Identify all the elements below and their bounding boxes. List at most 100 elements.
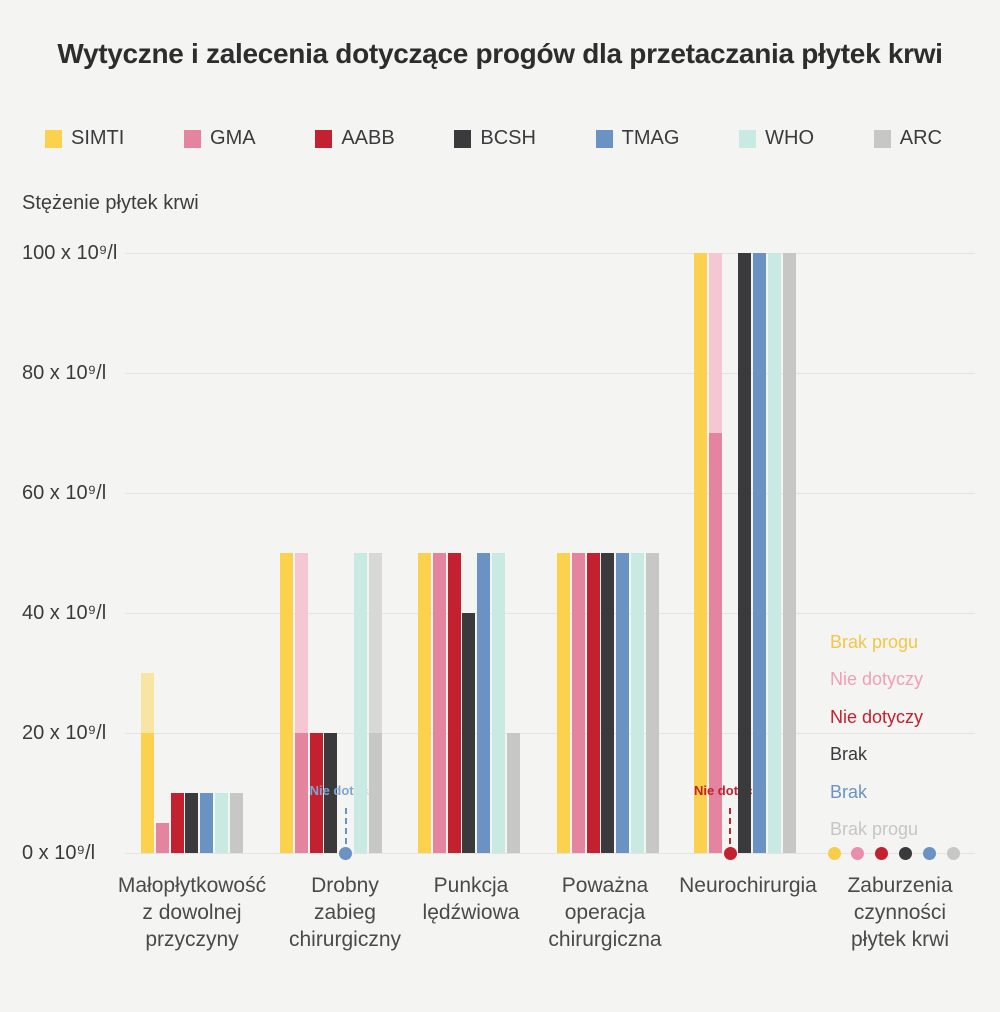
- y-tick-label-0: 0 x 10⁹/l: [22, 842, 96, 864]
- legend-item-aabb: AABB: [315, 127, 395, 150]
- threshold-note-gma: Nie dotyczy: [830, 669, 924, 690]
- bar-gma: [294, 553, 308, 733]
- legend-item-simti: SIMTI: [45, 127, 124, 150]
- threshold-note-arc: Brak progu: [830, 819, 919, 839]
- bar-arc: [782, 253, 796, 853]
- category-label-line: zabieg: [314, 901, 376, 924]
- threshold-dot-aabb: [875, 846, 889, 860]
- bar-tmag: [200, 793, 214, 853]
- bar-who: [492, 553, 505, 853]
- legend-label: ARC: [899, 127, 942, 149]
- legend-swatch-icon: [595, 129, 613, 148]
- category-label-line: z dowolnej: [142, 901, 242, 924]
- legend-swatch-icon: [45, 129, 62, 148]
- threshold-dot-gma: [851, 846, 865, 860]
- bar-tmag: [753, 253, 767, 853]
- threshold-note-simti: Brak progu: [830, 632, 919, 652]
- bar-simti: [141, 673, 154, 733]
- bar-arc: [368, 733, 382, 853]
- bar-gma: [708, 253, 722, 433]
- category-label-line: płytek krwi: [850, 928, 950, 951]
- category-label-line: chirurgiczna: [548, 928, 662, 951]
- legend-label: WHO: [765, 127, 815, 149]
- gridline-100: [125, 253, 975, 254]
- bar-simti: [694, 253, 707, 853]
- bar-gma: [708, 433, 722, 853]
- legend-item-tmag: TMAG: [595, 127, 680, 150]
- threshold-dot-bcsh: [898, 846, 912, 860]
- bar-bcsh: [462, 613, 476, 853]
- bar-simti: [141, 733, 154, 853]
- category-label-2: Drobny zabieg chirurgiczny: [230, 872, 460, 953]
- gridline-40: [125, 613, 975, 614]
- gridline-20: [125, 733, 975, 734]
- threshold-note-tmag: Brak: [830, 781, 868, 802]
- category-label-line: czynności: [853, 901, 947, 924]
- bar-tmag: [477, 553, 491, 853]
- category-label-line: Małopłytkowość: [117, 874, 267, 897]
- bar-bcsh: [185, 793, 199, 853]
- bar-arc: [506, 733, 520, 853]
- bar-aabb: [447, 553, 461, 853]
- threshold-dot-simti: [827, 846, 841, 860]
- legend-item-bcsh: BCSH: [454, 127, 536, 150]
- category-label-5: Neurochirurgia: [633, 872, 863, 899]
- threshold-note-bcsh: Brak: [830, 744, 868, 765]
- threshold-dot-tmag: [922, 846, 936, 860]
- bar-who: [215, 793, 228, 853]
- bar-arc: [229, 793, 243, 853]
- y-axis-title: Stężenie płytek krwi: [22, 192, 199, 214]
- category-label-line: Neurochirurgia: [679, 874, 817, 897]
- legend-item-who: WHO: [739, 127, 814, 150]
- bar-bcsh: [738, 253, 752, 853]
- threshold-note-aabb: Nie dotyczy: [830, 706, 924, 727]
- gridline-0: [125, 853, 975, 854]
- gridline-80: [125, 373, 975, 374]
- category-label-3: Punkcja lędźwiowa: [356, 872, 586, 926]
- category-label-line: Poważna: [561, 874, 649, 897]
- na-dashed-line: [344, 808, 347, 844]
- bar-arc: [645, 553, 659, 853]
- y-tick-label-20: 20 x 10⁹/l: [22, 722, 107, 744]
- legend-swatch-icon: [454, 129, 472, 148]
- bar-who: [631, 553, 644, 853]
- legend-swatch-icon: [873, 129, 891, 148]
- bar-gma: [571, 553, 585, 853]
- bar-simti: [557, 553, 570, 853]
- category-label-line: Punkcja: [433, 874, 509, 897]
- legend-swatch-icon: [315, 129, 333, 148]
- legend-label: TMAG: [621, 127, 680, 149]
- bar-bcsh: [601, 553, 615, 853]
- category-label-line: operacja: [564, 901, 646, 924]
- bar-gma: [432, 553, 446, 853]
- y-tick-label-80: 80 x 10⁹/l: [22, 362, 107, 384]
- na-label-tmag: Nie dotyczy: [309, 783, 382, 798]
- legend-swatch-icon: [184, 129, 202, 148]
- na-dot-tmag: [339, 846, 353, 860]
- legend-label: GMA: [210, 127, 256, 149]
- bar-aabb: [586, 553, 600, 853]
- y-tick-label-40: 40 x 10⁹/l: [22, 602, 107, 624]
- na-dot-aabb: [723, 846, 737, 860]
- bar-gma: [155, 823, 169, 853]
- bar-gma: [294, 733, 308, 853]
- threshold-dot-arc: [946, 846, 960, 860]
- bar-aabb: [309, 733, 323, 853]
- na-dashed-line: [729, 808, 732, 844]
- category-label-line: chirurgiczny: [288, 928, 402, 951]
- category-label-line: Drobny: [311, 874, 379, 897]
- bar-tmag: [616, 553, 630, 853]
- legend-swatch-icon: [739, 129, 757, 148]
- y-tick-label-60: 60 x 10⁹/l: [22, 482, 107, 504]
- bar-who: [768, 253, 781, 853]
- bar-simti: [418, 553, 431, 853]
- category-label-1: Małopłytkowość z dowolnej przyczyny: [77, 872, 307, 953]
- category-label-6: Zaburzenia czynności płytek krwi: [785, 872, 1000, 953]
- legend-label: SIMTI: [71, 127, 125, 149]
- category-label-4: Poważna operacja chirurgiczna: [490, 872, 720, 953]
- legend-label: AABB: [341, 127, 395, 149]
- chart-title: Wytyczne i zalecenia dotyczące progów dl…: [57, 38, 943, 69]
- legend-item-gma: GMA: [184, 127, 256, 150]
